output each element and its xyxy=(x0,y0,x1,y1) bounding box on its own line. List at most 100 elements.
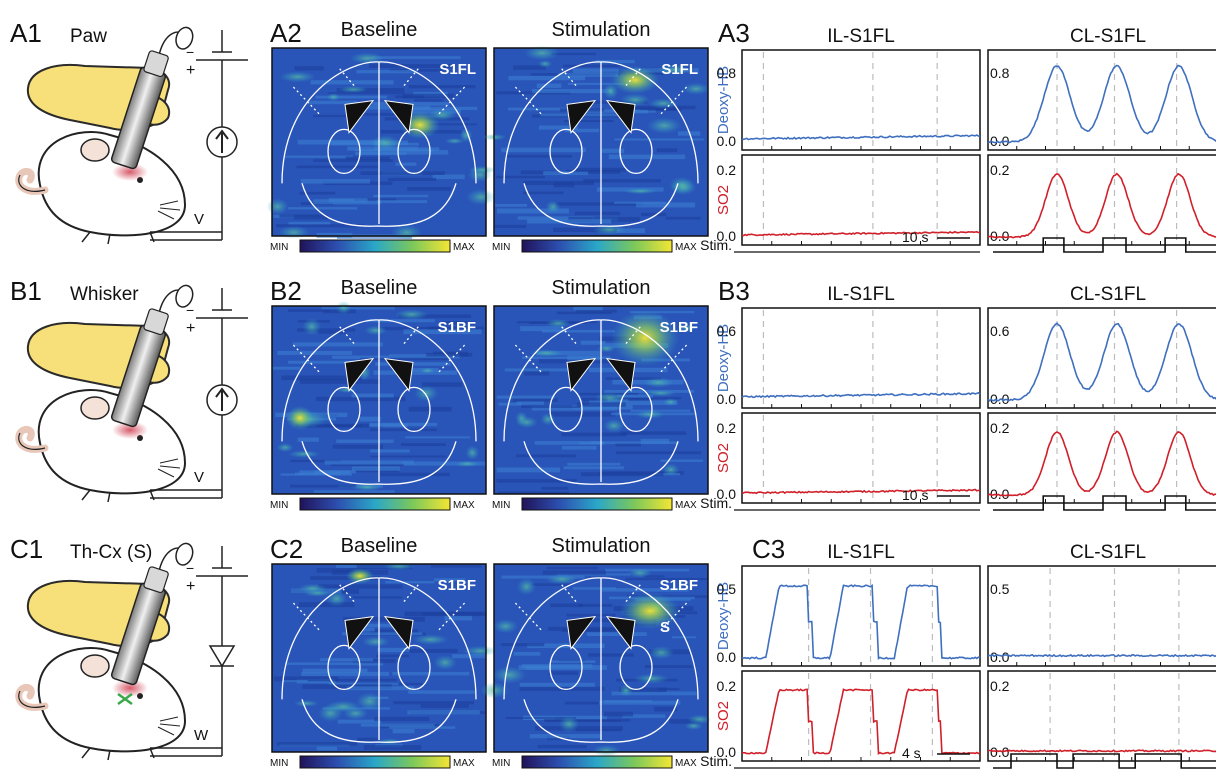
tick-label: 0.0 xyxy=(717,486,737,502)
deoxy-axis-label: Deoxy-HB xyxy=(715,66,732,134)
trace-line xyxy=(987,64,1216,144)
stim-pulses xyxy=(993,237,1216,253)
panel-label: A2 xyxy=(270,18,302,48)
whiskers xyxy=(157,716,181,736)
plot-frame xyxy=(987,154,1216,246)
tick-label: 0.2 xyxy=(717,162,737,178)
plot-frame xyxy=(741,670,981,762)
atlas-outline xyxy=(503,319,699,485)
setup-title: Whisker xyxy=(70,284,139,305)
arrow-up-icon xyxy=(215,387,229,411)
circuit-icon: − + W xyxy=(150,546,248,757)
tick-label: 0.2 xyxy=(990,162,1010,178)
trace-line xyxy=(741,488,981,495)
stimulation-title: Stimulation xyxy=(552,535,651,557)
trace-line xyxy=(741,134,981,141)
so2-axis-label: SO2 xyxy=(715,701,732,731)
ventricle xyxy=(605,357,636,392)
colorbar-max: MAX xyxy=(675,758,697,769)
arrow-up-icon xyxy=(215,129,229,153)
region-label: S1FL xyxy=(439,61,476,78)
baseline-map: S1BF xyxy=(271,562,498,753)
diode-icon xyxy=(208,645,236,668)
so2-axis-label: SO2 xyxy=(715,185,732,215)
tick-label: 0.0 xyxy=(990,133,1010,149)
scale-bar-label: 10 s xyxy=(902,229,928,245)
tick-label: 0.2 xyxy=(990,420,1010,436)
stimulation-map: S1BF xyxy=(493,305,709,495)
activation-spot xyxy=(611,66,659,94)
tick-label: 0.0 xyxy=(717,649,737,665)
panel-label: A1 xyxy=(10,18,42,48)
panel-label: B2 xyxy=(270,276,302,306)
tick-label: 0.0 xyxy=(990,744,1010,760)
panel-label: B1 xyxy=(10,276,42,306)
scale-bar-label: 10 s xyxy=(902,487,928,503)
traces-panel: B3 IL-S1FL CL-S1FL Deoxy-HB SO2 0.6 0.0 0.2 0.0 0… xyxy=(700,276,1216,511)
ventricle xyxy=(344,99,375,134)
activation-spot xyxy=(611,310,679,366)
tick-label: 0.0 xyxy=(990,649,1010,665)
stimulation-map: S1FL xyxy=(482,45,710,237)
colorbar-min: MIN xyxy=(270,500,288,511)
deoxy-axis-label: Deoxy-HB xyxy=(715,582,732,650)
ventricle xyxy=(383,357,414,392)
region-label: S1FL xyxy=(661,61,698,78)
area-marker-label: S xyxy=(660,619,670,636)
tick-label: 0.2 xyxy=(717,420,737,436)
node-label: W xyxy=(194,727,209,744)
minus-sign: − xyxy=(186,44,194,60)
colorbar-max: MAX xyxy=(453,758,475,769)
ventricle xyxy=(566,357,597,392)
tick-label: 0.5 xyxy=(717,581,737,597)
maps-panel: A2 Baseline S1FL Stimulation S1FL MIN MAX MIN MA… xyxy=(266,18,710,253)
trace-line xyxy=(988,749,1216,753)
stim-label: Stim. xyxy=(700,237,732,253)
deoxy-axis-label: Deoxy-HB xyxy=(715,324,732,392)
plus-sign: + xyxy=(186,320,195,337)
figure-row: C1 Th-Cx (S) − + W C2 Baseline S1BF Stimulation S… xyxy=(10,534,1216,769)
trace-title-left: IL-S1FL xyxy=(827,284,895,305)
figure-row: A1 Paw − + V A2 Baseline S1FL Stimulation S1FL MIN… xyxy=(10,18,1216,253)
baseline-title: Baseline xyxy=(341,277,418,299)
setup-panel: B1 Whisker − + V xyxy=(10,276,248,503)
figure-row: B1 Whisker − + V B2 Baseline S1BF Stimulation S1B… xyxy=(10,276,1216,511)
atlas-outline xyxy=(281,577,477,743)
trace-line xyxy=(741,391,981,399)
colorbar xyxy=(521,239,673,253)
baseline-map: S1BF xyxy=(271,300,487,495)
minus-sign: − xyxy=(186,302,194,318)
stim-pulses xyxy=(993,495,1216,511)
tick-label: 0.6 xyxy=(717,323,737,339)
setup-panel: C1 Th-Cx (S) − + W xyxy=(10,534,248,761)
plot-frame xyxy=(741,412,981,504)
node-label: V xyxy=(194,211,204,228)
plus-sign: + xyxy=(186,578,195,595)
colorbar-min: MIN xyxy=(270,242,288,253)
colorbar-min: MIN xyxy=(492,758,510,769)
colorbar-min: MIN xyxy=(270,758,288,769)
stim-label: Stim. xyxy=(700,495,732,511)
ventricle xyxy=(344,615,375,650)
so2-axis-label: SO2 xyxy=(715,443,732,473)
stim-site-marker xyxy=(117,692,133,706)
baseline-title: Baseline xyxy=(341,19,418,41)
region-label: S1BF xyxy=(438,319,476,336)
baseline-map: S1FL xyxy=(266,47,497,241)
colorbar xyxy=(521,497,673,511)
colorbar-max: MAX xyxy=(675,242,697,253)
probe-icon xyxy=(110,542,194,686)
ventricle xyxy=(605,615,636,650)
tick-label: 0.8 xyxy=(990,65,1010,81)
tick-label: 0.8 xyxy=(717,65,737,81)
probe-icon xyxy=(110,26,194,170)
trace-title-right: CL-S1FL xyxy=(1070,284,1146,305)
tick-label: 0.2 xyxy=(990,678,1010,694)
plot-frame xyxy=(987,412,1216,504)
trace-title-left: IL-S1FL xyxy=(827,542,895,563)
activation-spot xyxy=(346,568,374,584)
trace-title-left: IL-S1FL xyxy=(827,26,895,47)
region-label: S1BF xyxy=(660,319,698,336)
ventricle xyxy=(566,99,597,134)
colorbar xyxy=(521,755,673,769)
